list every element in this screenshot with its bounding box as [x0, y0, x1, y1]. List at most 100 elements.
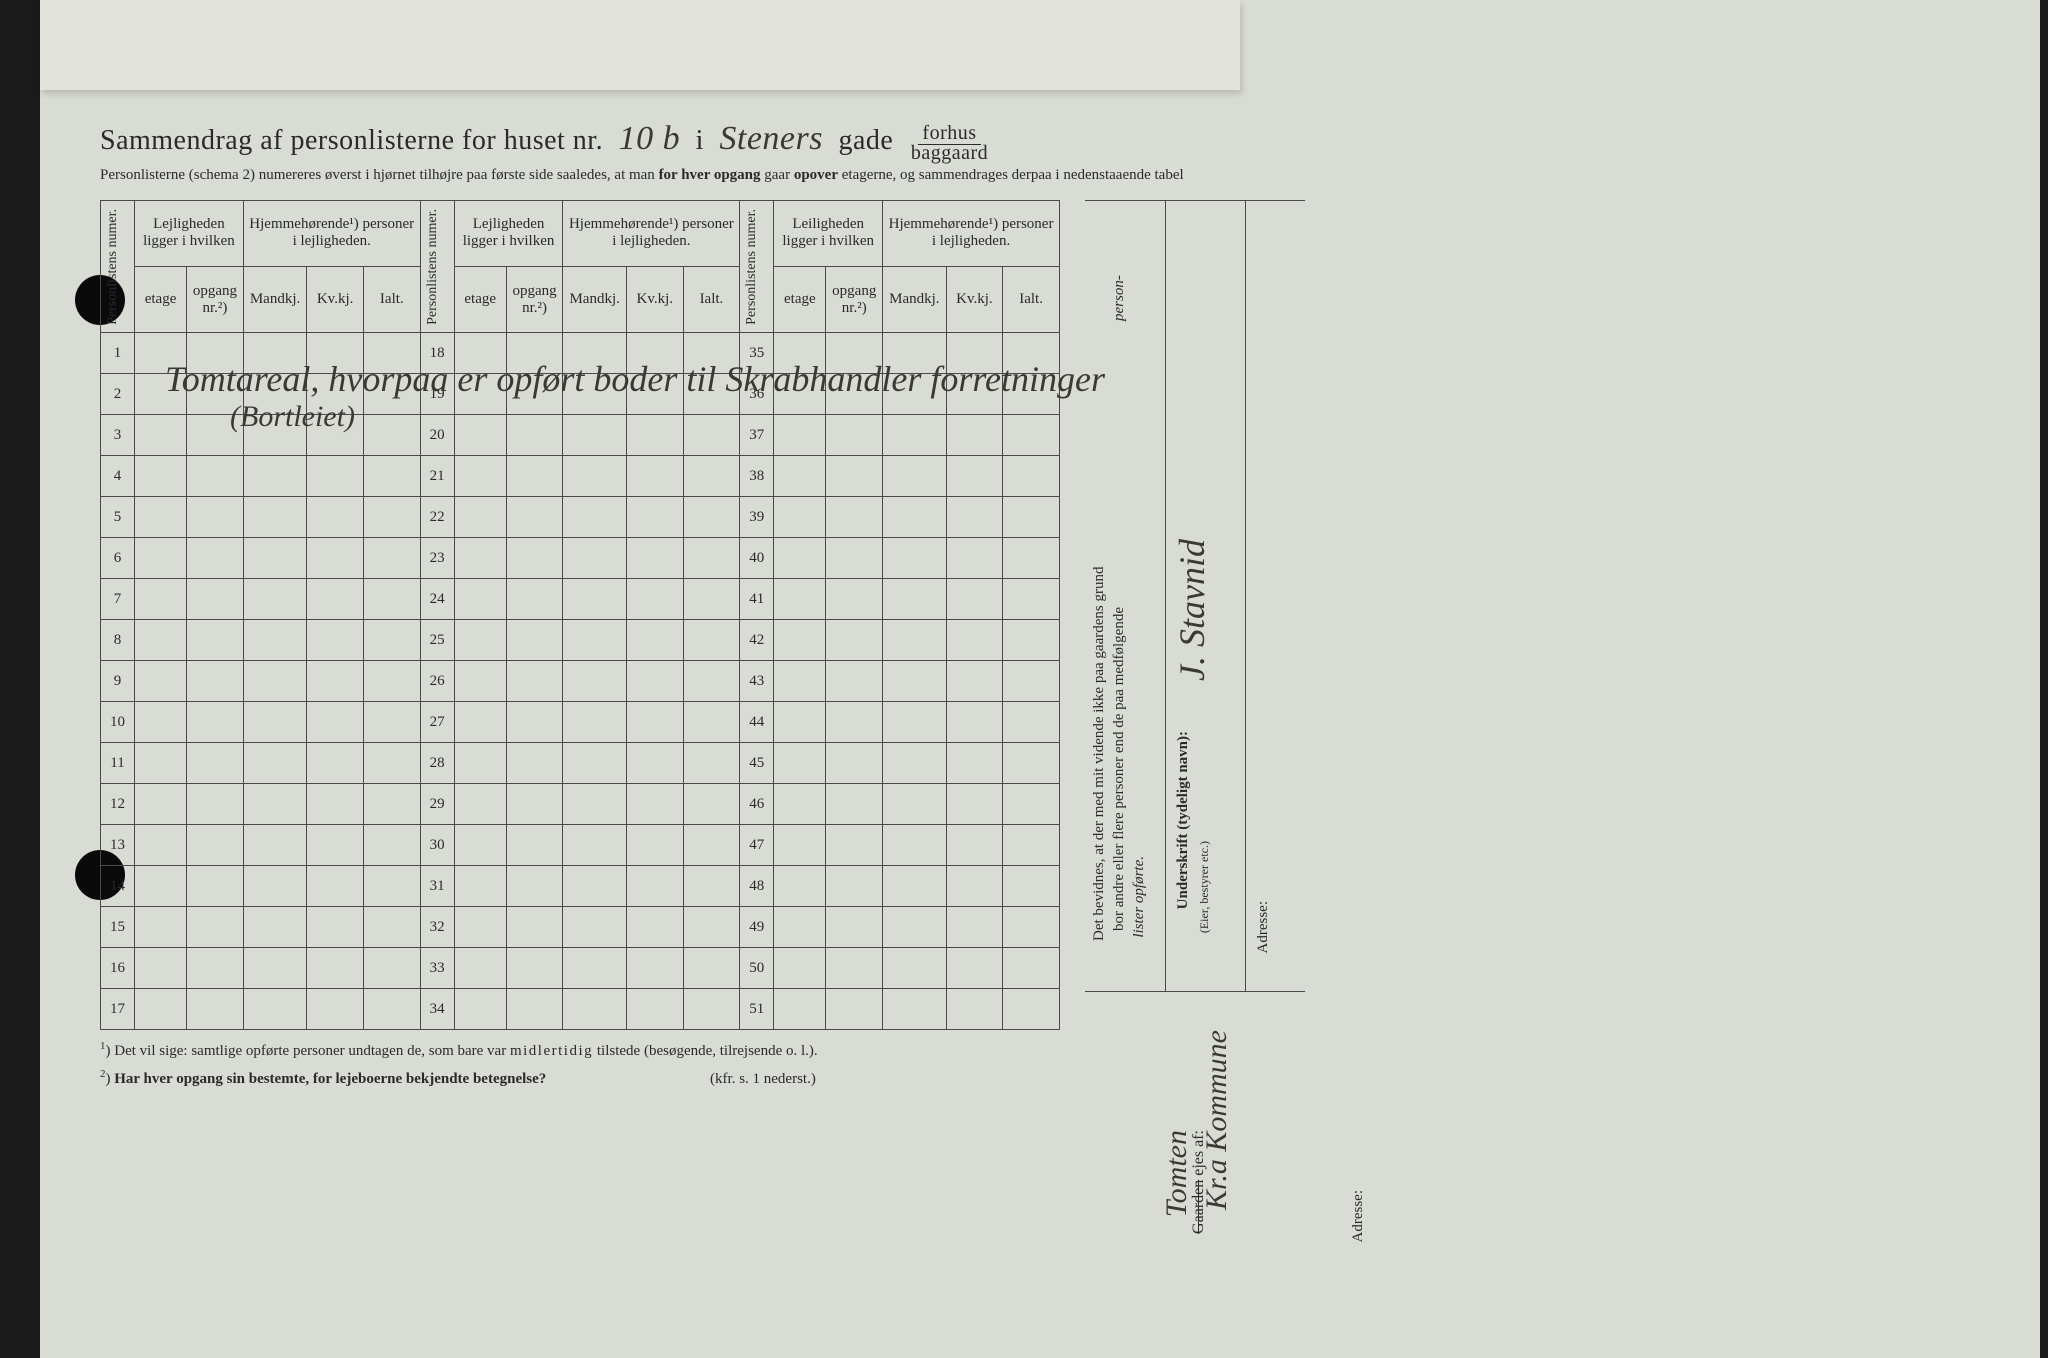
- hdr-personlistens-1: Personlistens numer.: [103, 203, 123, 331]
- empty-cell: [883, 538, 946, 579]
- hdr-personlistens-3: Personlistens numer.: [742, 203, 762, 331]
- row-number: 45: [740, 743, 774, 784]
- empty-cell: [683, 579, 740, 620]
- empty-cell: [506, 415, 563, 456]
- empty-cell: [243, 743, 306, 784]
- empty-cell: [563, 579, 626, 620]
- empty-cell: [363, 661, 420, 702]
- empty-cell: [307, 784, 364, 825]
- empty-cell: [243, 497, 306, 538]
- empty-cell: [363, 989, 420, 1030]
- attest-line3: lister opførte.: [1131, 856, 1148, 938]
- empty-cell: [774, 825, 826, 866]
- empty-cell: [626, 702, 683, 743]
- fn2-text: ): [106, 1071, 115, 1087]
- title-gade: gade: [838, 125, 893, 156]
- empty-cell: [307, 497, 364, 538]
- empty-cell: [683, 497, 740, 538]
- empty-cell: [307, 702, 364, 743]
- empty-cell: [563, 784, 626, 825]
- empty-cell: [1003, 989, 1060, 1030]
- empty-cell: [826, 415, 883, 456]
- empty-cell: [626, 415, 683, 456]
- empty-cell: [506, 579, 563, 620]
- empty-cell: [1003, 661, 1060, 702]
- empty-cell: [774, 497, 826, 538]
- empty-cell: [187, 333, 244, 374]
- empty-cell: [243, 415, 306, 456]
- empty-cell: [307, 620, 364, 661]
- empty-cell: [774, 415, 826, 456]
- empty-cell: [563, 825, 626, 866]
- empty-cell: [1003, 866, 1060, 907]
- far-right-adresse: Adresse:: [1350, 1190, 1367, 1243]
- attestation-block: Det bevidnes, at der med mit vidende ikk…: [1085, 200, 1305, 992]
- row-number: 15: [101, 907, 135, 948]
- empty-cell: [946, 661, 1003, 702]
- frac-bot: baggaard: [907, 142, 992, 164]
- row-number: 44: [740, 702, 774, 743]
- empty-cell: [187, 784, 244, 825]
- empty-cell: [946, 948, 1003, 989]
- empty-cell: [563, 374, 626, 415]
- empty-cell: [454, 538, 506, 579]
- empty-cell: [946, 907, 1003, 948]
- empty-cell: [626, 538, 683, 579]
- empty-cell: [1003, 538, 1060, 579]
- empty-cell: [826, 948, 883, 989]
- empty-cell: [135, 702, 187, 743]
- attest-line2a: bor andre eller flere personer end de pa…: [1111, 331, 1128, 931]
- empty-cell: [1003, 579, 1060, 620]
- empty-cell: [187, 661, 244, 702]
- empty-cell: [454, 948, 506, 989]
- empty-cell: [454, 415, 506, 456]
- row-number: 30: [420, 825, 454, 866]
- empty-cell: [1003, 456, 1060, 497]
- empty-cell: [946, 456, 1003, 497]
- table-row: 153249: [101, 907, 1060, 948]
- empty-cell: [187, 743, 244, 784]
- empty-cell: [454, 456, 506, 497]
- empty-cell: [626, 825, 683, 866]
- attest-signature: J. Stavnid: [1171, 261, 1213, 681]
- empty-cell: [883, 702, 946, 743]
- empty-cell: [506, 374, 563, 415]
- empty-cell: [187, 989, 244, 1030]
- row-number: 33: [420, 948, 454, 989]
- empty-cell: [683, 948, 740, 989]
- row-number: 5: [101, 497, 135, 538]
- empty-cell: [563, 866, 626, 907]
- empty-cell: [187, 907, 244, 948]
- empty-cell: [307, 989, 364, 1030]
- empty-cell: [563, 456, 626, 497]
- empty-cell: [626, 866, 683, 907]
- row-number: 7: [101, 579, 135, 620]
- empty-cell: [826, 497, 883, 538]
- empty-cell: [307, 538, 364, 579]
- empty-cell: [563, 415, 626, 456]
- empty-cell: [883, 743, 946, 784]
- empty-cell: [826, 989, 883, 1030]
- empty-cell: [363, 784, 420, 825]
- empty-cell: [946, 579, 1003, 620]
- empty-cell: [683, 538, 740, 579]
- empty-cell: [946, 866, 1003, 907]
- empty-cell: [683, 907, 740, 948]
- table-row: 122946: [101, 784, 1060, 825]
- empty-cell: [135, 538, 187, 579]
- empty-cell: [187, 825, 244, 866]
- empty-cell: [363, 333, 420, 374]
- table-row: 163350: [101, 948, 1060, 989]
- empty-cell: [1003, 620, 1060, 661]
- empty-cell: [243, 866, 306, 907]
- empty-cell: [187, 456, 244, 497]
- fn2-bold: Har hver opgang sin bestemte, for lejebo…: [114, 1071, 546, 1087]
- empty-cell: [506, 784, 563, 825]
- empty-cell: [626, 579, 683, 620]
- empty-cell: [563, 702, 626, 743]
- row-number: 17: [101, 989, 135, 1030]
- empty-cell: [363, 579, 420, 620]
- empty-cell: [243, 825, 306, 866]
- table-body: 1183521936320374213852239623407244182542…: [101, 333, 1060, 1030]
- empty-cell: [683, 784, 740, 825]
